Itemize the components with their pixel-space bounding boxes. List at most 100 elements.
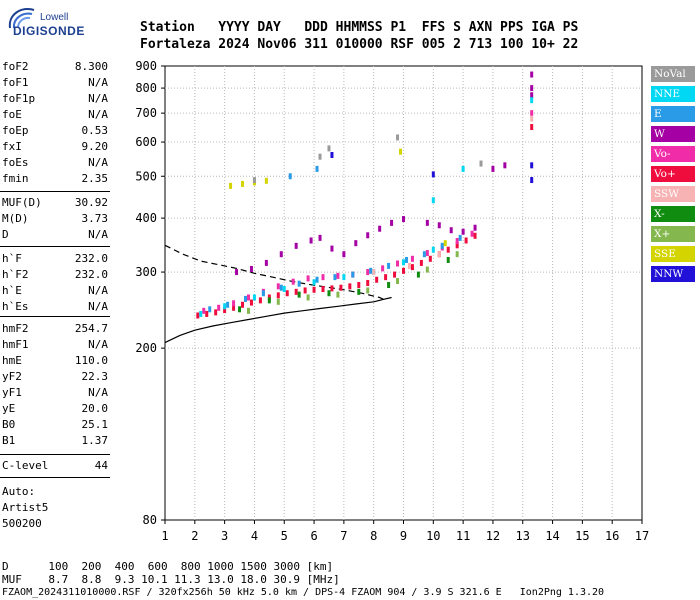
x-tick-label: 17 — [635, 529, 649, 543]
param-key: hmF2 — [2, 322, 29, 335]
param-value: 232.0 — [74, 268, 108, 281]
data-point — [297, 280, 301, 287]
data-point — [318, 153, 322, 160]
data-point — [238, 306, 242, 313]
legend-item: SSW — [651, 186, 695, 202]
data-point — [294, 242, 298, 249]
autoscale-version: 500200 — [2, 517, 42, 530]
header-columns: Station YYYY DAY DDD HHMMSS P1 FFS S AXN… — [140, 20, 579, 35]
data-point — [410, 264, 414, 271]
y-tick-label: 700 — [135, 106, 157, 120]
param-row: hmF1 N/A — [2, 338, 108, 354]
param-key: foF1p — [2, 92, 36, 105]
data-point — [235, 269, 239, 276]
data-point — [399, 148, 403, 155]
param-value: 20.0 — [81, 402, 109, 415]
data-point — [309, 237, 313, 244]
param-row: fmin 2.35 — [2, 172, 108, 188]
footer-distance-row: D 100 200 400 600 800 1000 1500 3000 [km… — [2, 560, 334, 573]
data-point — [425, 266, 429, 273]
param-key: hmF1 — [2, 338, 29, 351]
data-point — [443, 240, 447, 247]
data-point — [372, 269, 376, 276]
data-point — [530, 92, 534, 99]
data-point — [416, 271, 420, 278]
param-value: 44 — [94, 459, 108, 472]
data-point — [246, 294, 250, 301]
data-point — [312, 279, 316, 286]
data-point — [321, 286, 325, 293]
param-key: foEp — [2, 124, 29, 137]
param-key: fmin — [2, 172, 29, 185]
param-row: foE N/A — [2, 108, 108, 124]
data-point — [315, 276, 319, 283]
y-tick-label: 600 — [135, 135, 157, 149]
data-point — [285, 290, 289, 297]
data-point — [461, 165, 465, 172]
data-point — [354, 240, 358, 247]
param-value: N/A — [88, 228, 108, 241]
param-row: B0 25.1 — [2, 418, 108, 434]
data-point — [381, 265, 385, 272]
param-key: hmE — [2, 354, 22, 367]
param-key: h`Es — [2, 300, 29, 313]
data-point — [339, 284, 343, 291]
data-point — [437, 251, 441, 258]
param-value: 110.0 — [74, 354, 108, 367]
data-point — [333, 274, 337, 281]
separator — [0, 316, 110, 317]
data-point — [455, 251, 459, 258]
data-point — [226, 301, 230, 308]
data-point — [530, 110, 534, 117]
x-tick-label: 7 — [340, 529, 347, 543]
y-tick-label: 300 — [135, 265, 157, 279]
plot-frame — [164, 65, 643, 521]
data-point — [378, 225, 382, 232]
y-tick-label: 800 — [135, 81, 157, 95]
param-value: 8.300 — [74, 60, 108, 73]
digisonde-logo-icon — [8, 8, 35, 29]
data-point — [252, 177, 256, 184]
data-point — [464, 237, 468, 244]
param-row: foEs N/A — [2, 156, 108, 172]
data-point — [276, 298, 280, 305]
separator — [0, 454, 110, 455]
data-point — [243, 295, 247, 302]
y-tick-label: 200 — [135, 341, 157, 355]
y-tick-label: 400 — [135, 211, 157, 225]
data-point — [422, 251, 426, 258]
data-point — [357, 282, 361, 289]
data-point — [479, 160, 483, 167]
param-value: 30.92 — [74, 196, 108, 209]
data-point — [437, 222, 441, 229]
profile-trace-lower — [164, 296, 392, 344]
legend-item: Vo+ — [651, 166, 695, 182]
param-row: MUF(D) 30.92 — [2, 196, 108, 212]
legend-item: NoVal — [651, 66, 695, 82]
data-point — [217, 304, 221, 311]
data-point — [232, 300, 236, 307]
data-point — [369, 267, 373, 274]
data-point — [199, 310, 203, 317]
data-point — [366, 269, 370, 276]
data-point — [264, 259, 268, 266]
data-point — [279, 251, 283, 258]
param-row: fxI 9.20 — [2, 140, 108, 156]
data-point — [241, 301, 245, 308]
x-tick-label: 5 — [281, 529, 288, 543]
data-point — [446, 246, 450, 253]
data-point — [375, 276, 379, 283]
data-point — [223, 307, 227, 314]
data-point — [404, 256, 408, 263]
data-point — [327, 290, 331, 297]
param-row: foF2 8.300 — [2, 60, 108, 76]
param-key: h`F — [2, 252, 22, 265]
data-point — [336, 272, 340, 279]
param-value: N/A — [88, 76, 108, 89]
param-key: B1 — [2, 434, 16, 447]
param-key: MUF(D) — [2, 196, 42, 209]
data-point — [282, 286, 286, 293]
data-point — [357, 288, 361, 295]
data-point — [530, 177, 534, 184]
param-value: N/A — [88, 338, 108, 351]
